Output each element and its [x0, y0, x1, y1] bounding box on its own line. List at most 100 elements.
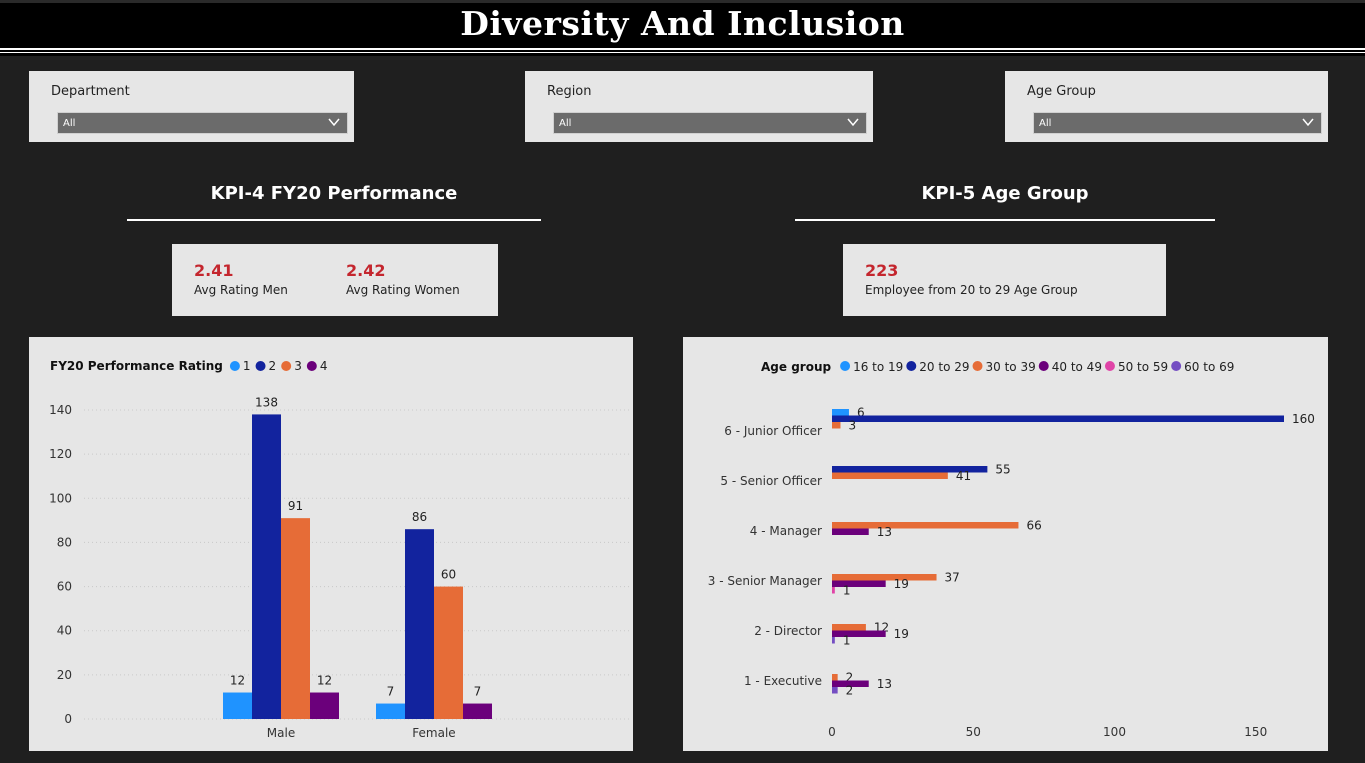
- legend-marker: [1104, 361, 1115, 371]
- bar: [832, 630, 886, 637]
- performance-chart-panel: FY20 Performance Rating 1 2 3 4 0 20 40 60 80 100 1…: [29, 337, 633, 751]
- legend-marker: [229, 361, 240, 371]
- y-tick-label: 2 - Director: [754, 624, 822, 638]
- data-label: 6: [857, 405, 865, 419]
- legend-label: 1: [243, 359, 251, 373]
- legend-label: 20 to 29: [919, 360, 969, 374]
- y-tick-label: 80: [57, 535, 72, 549]
- chevron-down-icon: [1302, 118, 1314, 127]
- data-label: 138: [255, 395, 278, 409]
- data-label: 12: [317, 674, 332, 688]
- bar: [463, 703, 492, 719]
- chevron-down-icon: [328, 118, 340, 127]
- y-tick-label: 1 - Executive: [744, 674, 822, 688]
- x-tick-label: 0: [828, 725, 836, 739]
- data-label: 13: [877, 525, 892, 539]
- avg-rating-women-label: Avg Rating Women: [346, 283, 460, 297]
- bar: [434, 586, 463, 719]
- data-label: 19: [894, 627, 909, 641]
- department-dropdown-value: All: [63, 118, 76, 129]
- department-slicer: Department All: [29, 71, 354, 142]
- legend-label: 40 to 49: [1052, 360, 1102, 374]
- avg-rating-men-label: Avg Rating Men: [194, 283, 288, 297]
- kpi4-underline: [127, 219, 541, 221]
- bar: [832, 680, 869, 687]
- legend-marker: [1038, 361, 1049, 371]
- region-slicer-label: Region: [547, 84, 592, 99]
- data-label: 12: [230, 674, 245, 688]
- bar: [832, 580, 886, 587]
- bar: [310, 692, 339, 719]
- y-tick-label: 4 - Manager: [750, 524, 822, 538]
- avg-rating-men-value: 2.41: [194, 261, 234, 280]
- bar: [832, 422, 841, 429]
- legend-label: 30 to 39: [986, 360, 1036, 374]
- data-label: 37: [945, 570, 960, 584]
- data-label: 2: [846, 683, 854, 697]
- y-tick-label: 140: [49, 403, 72, 417]
- y-tick-label: 100: [49, 491, 72, 505]
- age-group-dropdown[interactable]: All: [1033, 112, 1322, 134]
- data-label: 1: [843, 583, 851, 597]
- bar: [832, 409, 849, 416]
- data-label: 41: [956, 469, 971, 483]
- bar: [832, 587, 835, 594]
- region-dropdown-value: All: [559, 118, 572, 129]
- bar: [832, 466, 988, 473]
- legend-marker: [906, 361, 917, 371]
- data-label: 2: [846, 670, 854, 684]
- data-label: 1: [843, 633, 851, 647]
- performance-rating-chart: FY20 Performance Rating 1 2 3 40204060801001…: [49, 359, 629, 740]
- kpi4-title: KPI-4 FY20 Performance: [210, 183, 458, 204]
- data-label: 7: [387, 685, 395, 699]
- legend-label: 60 to 69: [1184, 360, 1234, 374]
- bar: [832, 472, 948, 479]
- bar: [832, 415, 1284, 422]
- department-slicer-label: Department: [51, 84, 130, 99]
- region-slicer: Region All: [525, 71, 873, 142]
- data-label: 7: [474, 685, 482, 699]
- bar: [832, 687, 838, 694]
- data-label: 55: [995, 462, 1010, 476]
- bar: [832, 637, 835, 644]
- x-tick-label: 50: [966, 725, 981, 739]
- legend-title: Age group: [761, 360, 831, 374]
- age-group-slicer: Age Group All: [1005, 71, 1328, 142]
- y-tick-label: 120: [49, 447, 72, 461]
- bar: [832, 624, 866, 631]
- data-label: 160: [1292, 412, 1315, 426]
- header-divider-line-thin: [0, 52, 1365, 53]
- x-tick-label: Female: [412, 726, 455, 740]
- legend-label: 50 to 59: [1118, 360, 1168, 374]
- age-group-chart-panel: Age group 16 to 19 20 to 29 30 to 39 40 to 4…: [683, 337, 1328, 751]
- age-group-slicer-label: Age Group: [1027, 84, 1096, 99]
- legend-label: 16 to 19: [853, 360, 903, 374]
- legend-label: 3: [294, 359, 302, 373]
- x-tick-label: 150: [1244, 725, 1267, 739]
- header-divider-line: [0, 48, 1365, 50]
- bar: [223, 692, 252, 719]
- bar: [832, 528, 869, 535]
- kpi5-underline: [795, 219, 1215, 221]
- employee-20-29-value: 223: [865, 261, 899, 280]
- data-label: 86: [412, 510, 427, 524]
- legend-label: 4: [320, 359, 328, 373]
- kpi4-card: 2.41 Avg Rating Men 2.42 Avg Rating Wome…: [172, 244, 498, 316]
- legend-marker: [255, 361, 266, 371]
- data-label: 3: [848, 418, 856, 432]
- region-dropdown[interactable]: All: [553, 112, 867, 134]
- bar: [832, 674, 838, 681]
- bar: [281, 518, 310, 719]
- page-title: Diversity And Inclusion: [460, 4, 905, 43]
- legend-marker: [840, 361, 851, 371]
- legend-marker: [972, 361, 983, 371]
- y-tick-label: 60: [57, 580, 72, 594]
- legend-label: 2: [269, 359, 277, 373]
- department-dropdown[interactable]: All: [57, 112, 348, 134]
- x-tick-label: Male: [267, 726, 295, 740]
- y-tick-label: 6 - Junior Officer: [724, 424, 822, 438]
- age-group-dropdown-value: All: [1039, 118, 1052, 129]
- y-tick-label: 20: [57, 668, 72, 682]
- y-tick-label: 5 - Senior Officer: [720, 474, 822, 488]
- data-label: 91: [288, 499, 303, 513]
